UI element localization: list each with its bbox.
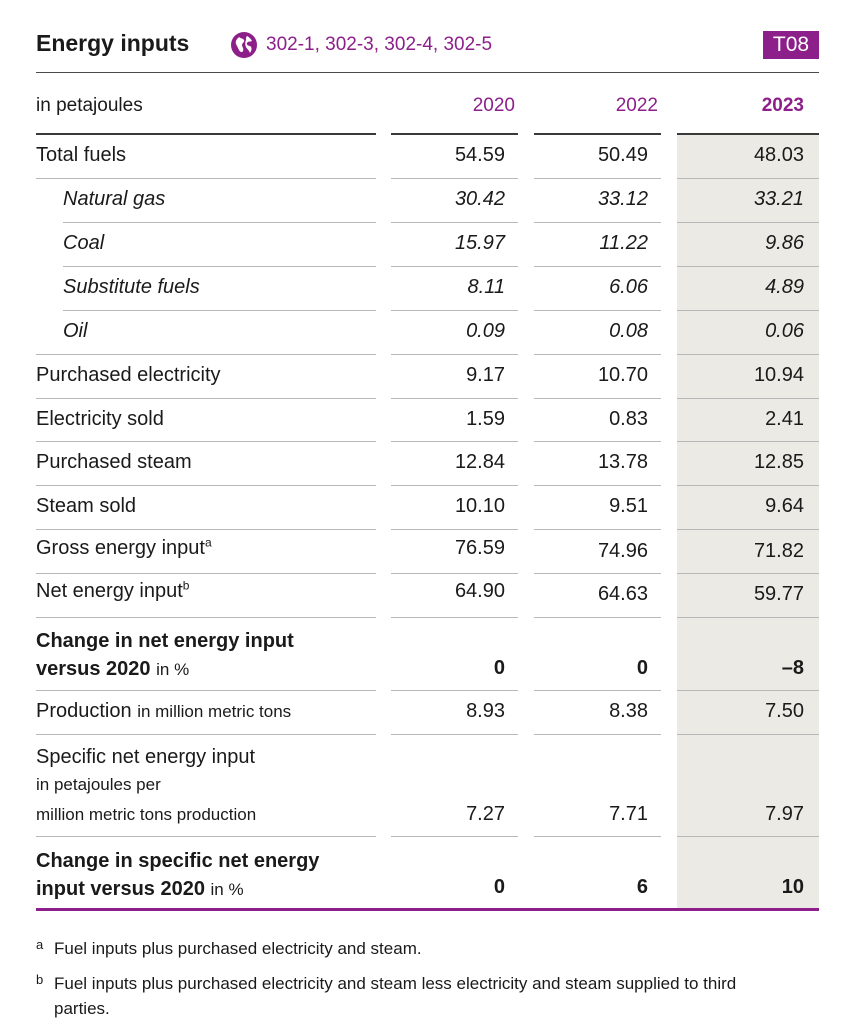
footnote-mark: a [204,535,212,550]
row-label: Specific net energy input in petajoules … [36,744,256,830]
value-2020: 10.10 [454,495,505,517]
row-label-text: Production [36,700,132,722]
value-2020: 7.27 [466,803,505,825]
footnote-mark: b [36,972,44,987]
value-2020: 9.17 [466,364,505,386]
value-2023: 10.94 [753,364,804,386]
value-2022: 50.49 [597,144,648,166]
value-2023: 7.97 [765,803,804,825]
value-2020: 0.09 [466,320,505,342]
column-header-2023: 2023 [761,95,804,116]
value-2023: 4.89 [765,276,804,298]
row-label: Purchased electricity [36,364,221,386]
column-header-2022: 2022 [615,95,658,116]
value-2023: 33.21 [753,188,804,210]
value-2023: 0.06 [765,320,804,342]
value-2020: 1.59 [466,408,505,430]
table-header: Energy inputs 302-1, 302-3, 302-4, 302-5… [36,28,819,72]
globe-icon [231,32,257,58]
footnote-text: Fuel inputs plus purchased electricity a… [54,939,422,958]
row-label: Production in million metric tons [36,700,291,723]
header-divider [36,72,819,73]
value-2022: 10.70 [597,364,648,386]
row-label: Coal [63,232,105,254]
gri-reference: 302-1, 302-3, 302-4, 302-5 [230,30,492,60]
row-label: Gross energy inputa [36,535,212,560]
table-bottom-rule [36,908,819,911]
value-2022: 0.08 [609,320,648,342]
current-year-column-shade [677,135,819,908]
value-2022: 7.71 [609,803,648,825]
row-label: Electricity sold [36,408,164,430]
table-tag-badge: T08 [763,31,819,59]
value-2022: 74.96 [597,540,648,562]
value-2022: 33.12 [597,188,648,210]
row-label-line: Change in net energy input [36,630,294,652]
footnote-mark: a [36,937,44,952]
row-unit: in % [210,880,244,899]
value-2020: 0 [493,876,505,898]
value-2023: 12.85 [753,451,804,473]
value-2022: 13.78 [597,451,648,473]
footnote-mark: b [182,578,190,593]
footnote-text: Fuel inputs plus purchased electricity a… [54,974,737,1018]
value-2022: 64.63 [597,583,648,605]
row-unit: million metric tons production [36,805,257,824]
value-2023: 48.03 [753,144,804,166]
header-rule [677,133,819,135]
value-2023: 2.41 [765,408,804,430]
row-label: Change in net energy input versus 2020 i… [36,627,294,684]
value-2022: 11.22 [599,232,648,254]
header-rule [534,133,661,135]
header-rule [36,133,376,135]
value-2022: 6.06 [609,276,648,298]
value-2023: 9.64 [765,495,804,517]
value-2022: 9.51 [609,495,648,517]
row-label-line: versus 2020 [36,658,151,680]
value-2020: 54.59 [454,144,505,166]
row-label: Natural gas [63,188,166,210]
row-unit: in petajoules per [36,775,161,794]
gri-codes: 302-1, 302-3, 302-4, 302-5 [266,34,493,55]
table-title: Energy inputs [36,30,190,56]
value-2023: 9.86 [765,232,804,254]
row-label: Oil [63,320,88,342]
row-label-text: Gross energy input [36,537,205,559]
column-header-2020: 2020 [472,95,515,116]
row-label: Steam sold [36,495,137,517]
value-2020: 8.93 [466,700,505,722]
unit-label: in petajoules [36,95,143,116]
value-2020: 30.42 [454,188,505,210]
value-2022: 0.83 [609,408,648,430]
value-2023: –8 [781,657,804,679]
value-2020: 64.90 [454,580,505,602]
value-2023: 71.82 [753,540,804,562]
row-label: Substitute fuels [63,276,200,298]
value-2023: 59.77 [753,583,804,605]
value-2020: 76.59 [454,537,505,559]
row-label-text: Specific net energy input [36,746,256,768]
row-label-line: Change in specific net energy [36,850,320,872]
row-label-text: Net energy input [36,580,183,602]
value-2022: 0 [636,657,648,679]
row-label-line: input versus 2020 [36,878,205,900]
value-2020: 12.84 [454,451,505,473]
row-label: Total fuels [36,144,127,166]
value-2022: 6 [636,876,648,898]
row-unit: in % [156,660,190,679]
value-2020: 15.97 [454,232,505,254]
row-label: Net energy inputb [36,578,190,603]
row-unit: in million metric tons [137,702,292,721]
value-2020: 8.11 [467,276,505,298]
value-2023: 7.50 [765,700,804,722]
row-label: Change in specific net energy input vers… [36,847,319,904]
value-2022: 8.38 [609,700,648,722]
header-rule [391,133,518,135]
value-2023: 10 [781,876,804,898]
row-label: Purchased steam [36,451,192,473]
value-2020: 0 [493,657,505,679]
